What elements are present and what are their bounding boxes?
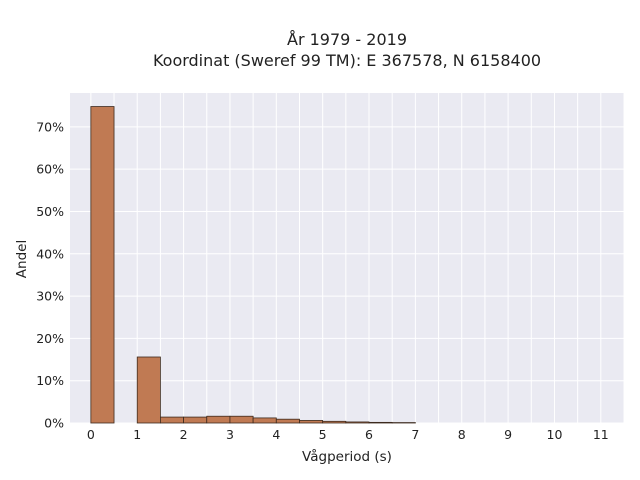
x-axis-label: Vågperiod (s) xyxy=(302,448,392,465)
histogram-bar xyxy=(160,416,184,424)
chart-title-line-2: Koordinat (Sweref 99 TM): E 367578, N 61… xyxy=(153,51,541,70)
x-tick-label: 2 xyxy=(180,427,188,442)
histogram-bar xyxy=(229,415,254,424)
x-tick-label: 8 xyxy=(458,427,466,442)
chart-title-line-1: År 1979 - 2019 xyxy=(287,30,407,49)
y-tick-label: 10% xyxy=(36,373,64,388)
x-tick-label: 10 xyxy=(547,427,563,442)
y-axis-label: Andel xyxy=(14,240,30,278)
y-axis-ticks: 0% 10% 20% 30% 40% 50% 60% 70% xyxy=(36,119,64,430)
histogram-bar xyxy=(368,421,393,424)
histogram-bar xyxy=(252,417,277,424)
histogram-bar xyxy=(206,415,231,424)
y-tick-label: 30% xyxy=(36,289,64,304)
y-tick-label: 0% xyxy=(44,416,64,431)
y-tick-label: 20% xyxy=(36,331,64,346)
histogram-bar xyxy=(275,418,300,424)
x-axis-ticks: 0 1 2 3 4 5 6 7 8 9 10 11 xyxy=(87,427,609,442)
grid-lines xyxy=(70,93,625,424)
y-tick-label: 50% xyxy=(36,204,64,219)
x-tick-label: 7 xyxy=(411,427,419,442)
histogram-bar xyxy=(183,416,208,424)
x-tick-label: 4 xyxy=(272,427,280,442)
x-tick-label: 1 xyxy=(133,427,141,442)
y-tick-label: 70% xyxy=(36,119,64,134)
histogram-bar xyxy=(90,106,115,424)
histogram-bar xyxy=(322,420,347,424)
histogram-bar xyxy=(345,421,370,424)
x-tick-label: 0 xyxy=(87,427,95,442)
y-tick-label: 40% xyxy=(36,246,64,261)
x-tick-label: 9 xyxy=(504,427,512,442)
x-tick-label: 5 xyxy=(319,427,327,442)
y-tick-label: 60% xyxy=(36,162,64,177)
histogram-bar xyxy=(136,356,161,424)
x-tick-label: 11 xyxy=(593,427,609,442)
x-tick-label: 3 xyxy=(226,427,234,442)
x-tick-label: 6 xyxy=(365,427,373,442)
histogram-bar xyxy=(299,420,324,424)
bars xyxy=(90,106,416,424)
